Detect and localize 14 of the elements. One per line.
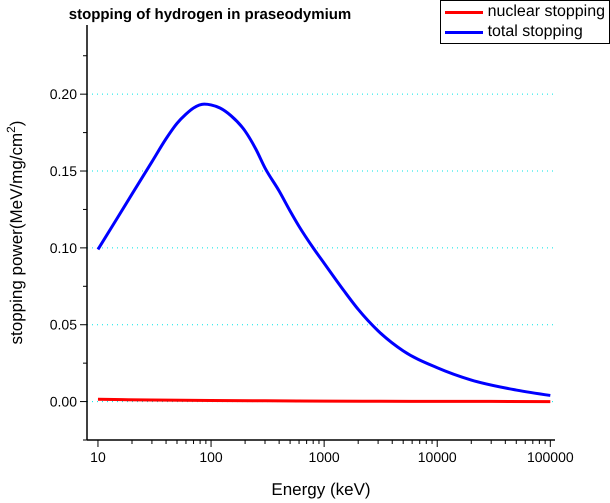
x-tick-label: 1000 [308, 449, 340, 465]
x-tick-label: 10000 [418, 449, 457, 465]
x-axis-title: Energy (keV) [271, 480, 371, 499]
y-tick-label: 0.05 [50, 316, 78, 333]
legend-label: nuclear stopping [488, 2, 605, 22]
x-tick-label: 100000 [526, 449, 574, 465]
y-tick-label: 0.10 [50, 240, 78, 256]
y-tick-label: 0.15 [50, 163, 78, 180]
y-tick-label: 0.20 [50, 86, 78, 102]
chart-title: stopping of hydrogen in praseodymium [68, 6, 352, 23]
legend-label: total stopping [488, 22, 583, 42]
x-tick-label: 100 [199, 449, 223, 465]
x-tick-label: 10 [90, 449, 106, 465]
y-tick-label: 0.00 [50, 394, 78, 410]
